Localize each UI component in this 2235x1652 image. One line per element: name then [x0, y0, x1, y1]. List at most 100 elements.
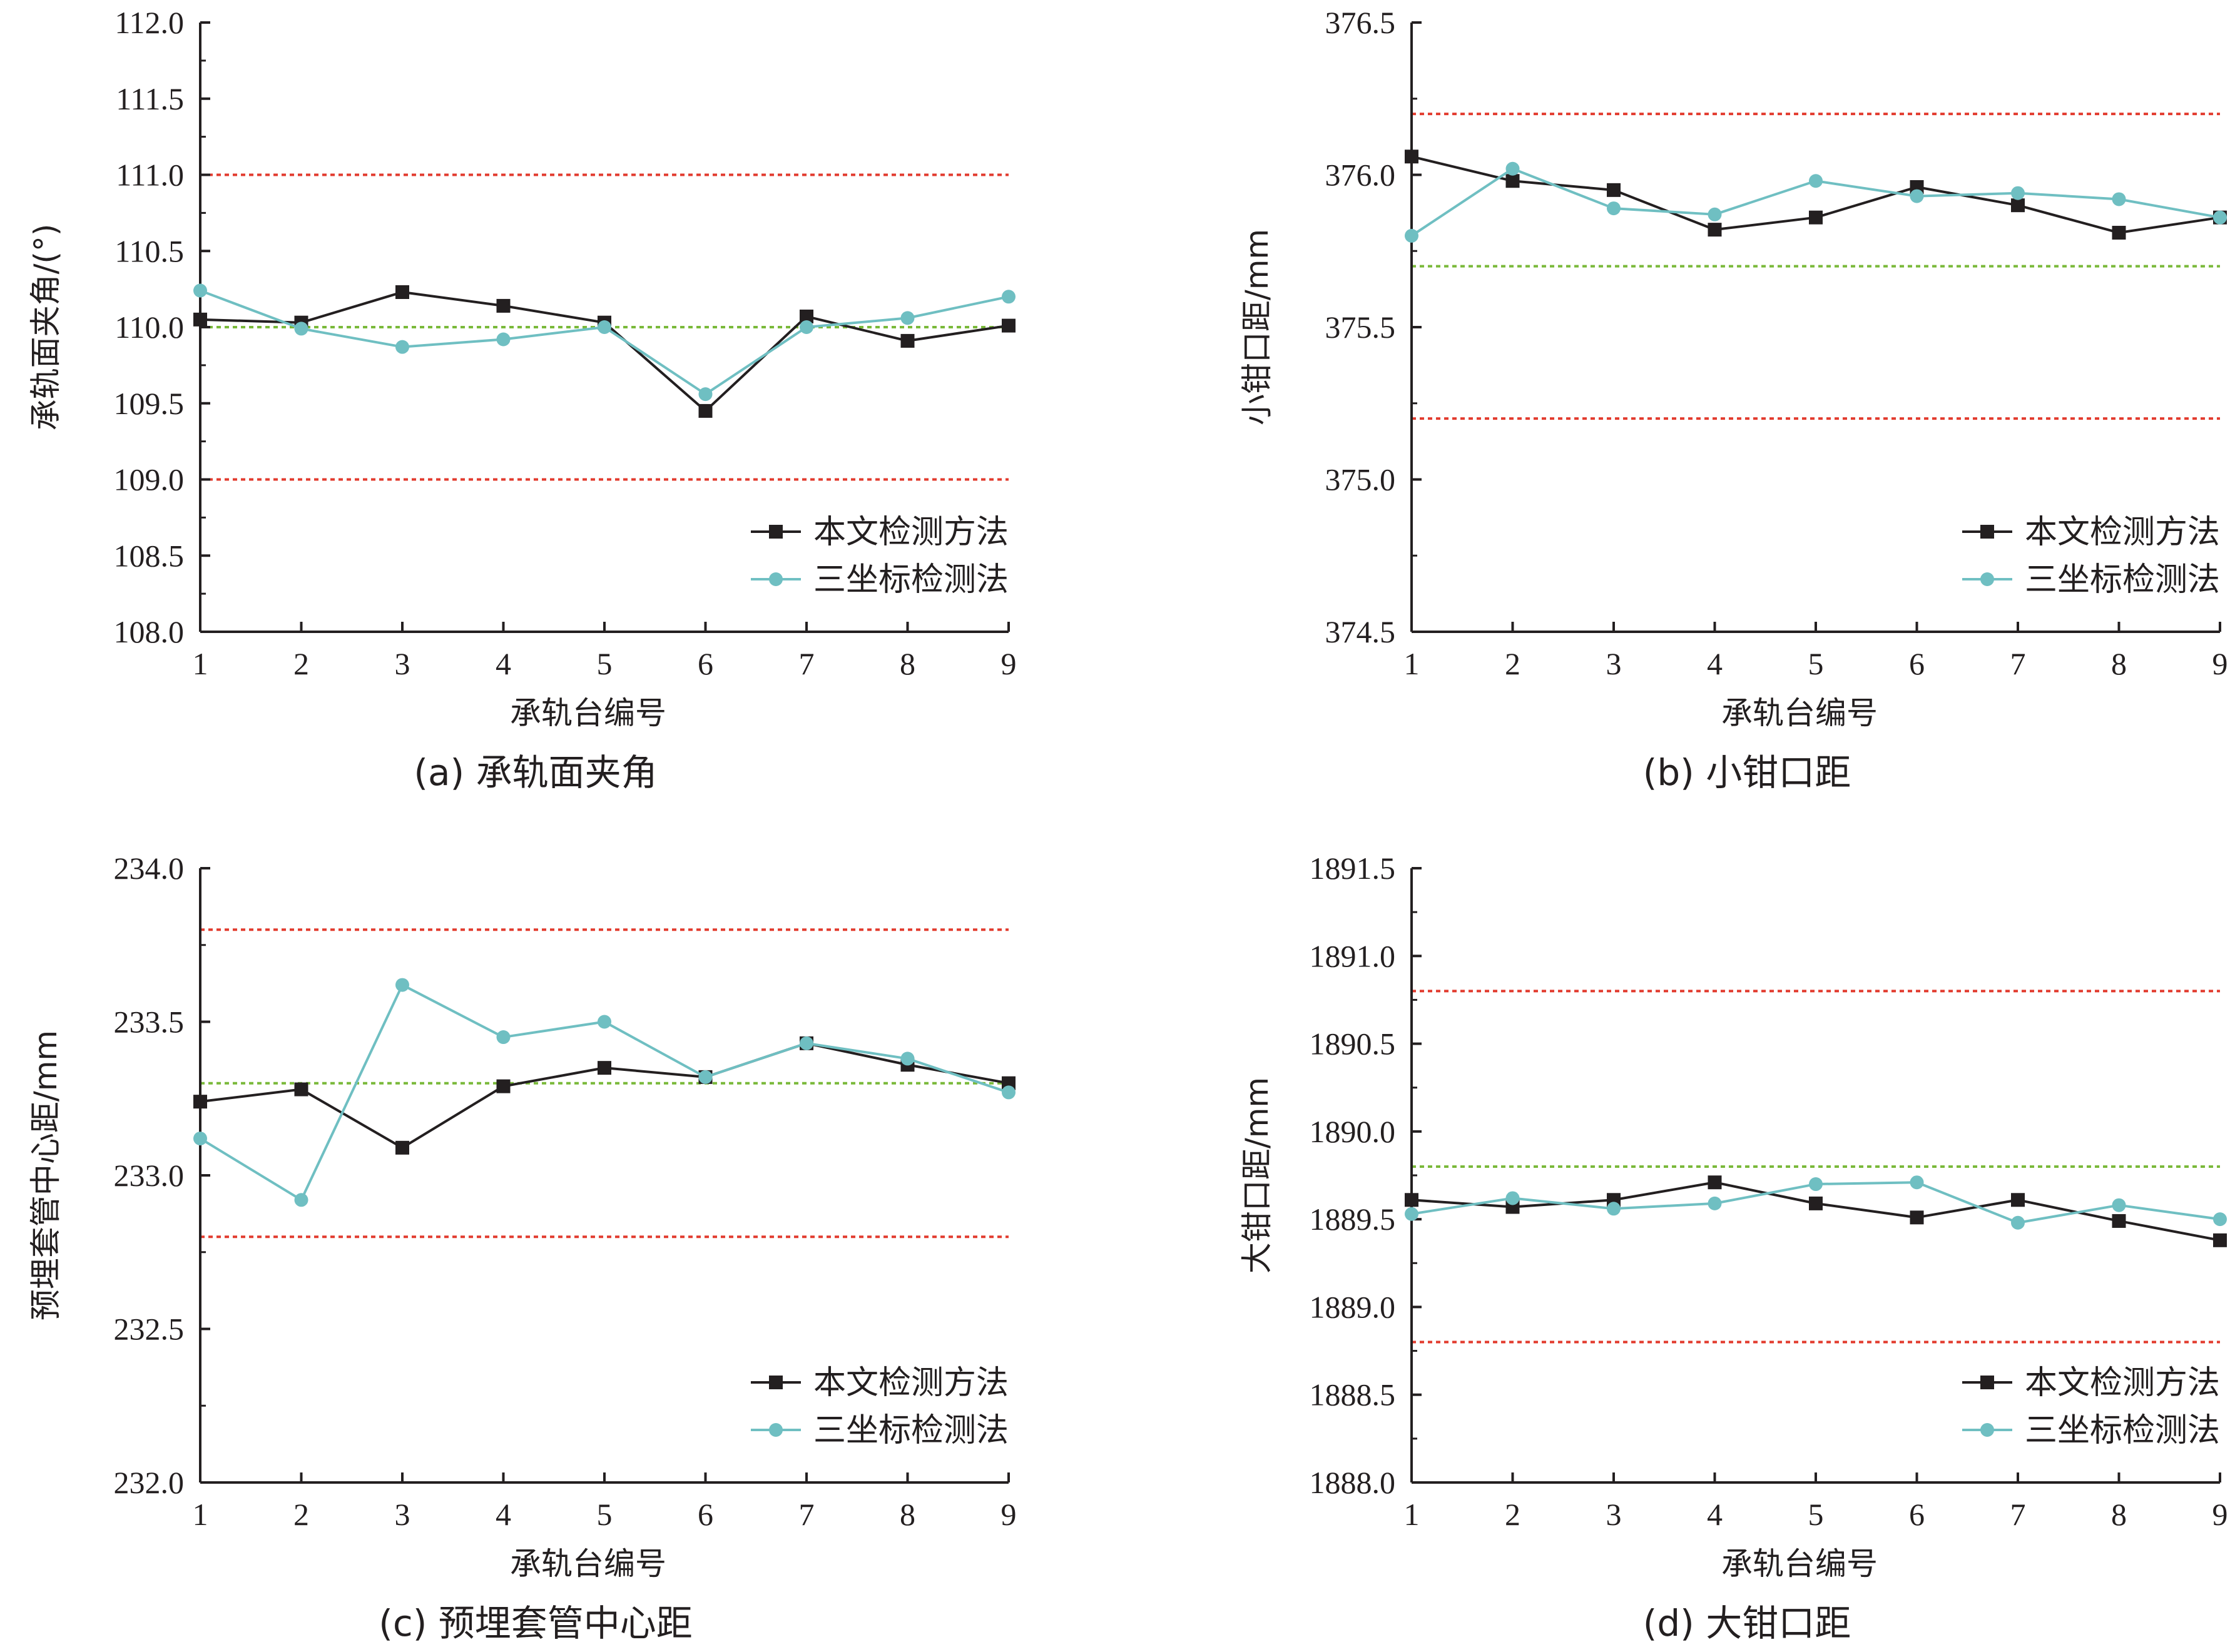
y-tick-label: 376.5 [1325, 5, 1396, 40]
legend-label: 本文检测方法 [813, 514, 1009, 551]
data-point-method [2112, 1214, 2126, 1228]
legend-marker-cmm [1980, 572, 1994, 586]
x-axis-label: 承轨台编号 [1721, 1546, 1878, 1582]
x-tick-label: 3 [395, 646, 410, 681]
chart-panel-d: 1888.01888.51889.01889.51890.01890.51891… [1239, 851, 2228, 1644]
y-tick-label: 375.5 [1325, 310, 1396, 345]
x-tick-label: 1 [1404, 646, 1420, 681]
data-point-cmm [800, 320, 813, 334]
y-tick-label: 1889.0 [1310, 1289, 1396, 1324]
data-point-cmm [1405, 1207, 1418, 1221]
x-tick-label: 6 [698, 646, 713, 681]
data-point-cmm [2213, 210, 2227, 225]
data-point-cmm [900, 1052, 915, 1066]
data-point-method [2011, 198, 2025, 213]
legend-marker-method [1980, 525, 1994, 539]
data-point-cmm [1002, 1085, 1016, 1100]
data-point-method [496, 1079, 511, 1093]
x-tick-label: 5 [597, 1497, 613, 1532]
x-tick-label: 2 [1505, 1497, 1520, 1532]
legend-marker-method [769, 525, 783, 539]
legend-label: 三坐标检测法 [813, 561, 1009, 599]
x-tick-label: 6 [1909, 1497, 1925, 1532]
x-tick-label: 7 [2010, 646, 2026, 681]
panel-caption: (b) 小钳口距 [1643, 751, 1851, 794]
data-point-cmm [1910, 1175, 1924, 1190]
x-tick-label: 8 [900, 1497, 915, 1532]
legend-label: 三坐标检测法 [2025, 561, 2220, 599]
data-point-cmm [598, 1015, 611, 1029]
data-point-cmm [395, 340, 409, 354]
data-point-method [395, 1140, 409, 1155]
data-point-method [395, 285, 409, 299]
x-axis-label: 承轨台编号 [510, 1546, 666, 1582]
data-point-method [1708, 1175, 1722, 1190]
legend-marker-cmm [769, 572, 783, 586]
y-tick-label: 109.0 [114, 462, 185, 497]
data-point-method [1607, 183, 1621, 197]
data-point-method [2112, 226, 2126, 240]
y-tick-label: 1890.0 [1310, 1114, 1396, 1149]
data-point-cmm [1505, 1191, 1520, 1205]
x-tick-label: 7 [2010, 1497, 2026, 1532]
x-tick-label: 3 [1606, 646, 1622, 681]
data-point-cmm [1708, 207, 1722, 221]
data-point-cmm [900, 311, 915, 325]
data-point-method [1002, 318, 1016, 333]
x-tick-label: 7 [799, 1497, 815, 1532]
data-point-method [1910, 1210, 1924, 1225]
data-point-cmm [698, 1070, 713, 1084]
x-tick-label: 3 [395, 1497, 410, 1532]
x-tick-label: 2 [1505, 646, 1520, 681]
data-point-cmm [1910, 189, 1924, 203]
data-point-cmm [598, 320, 611, 334]
x-tick-label: 5 [1808, 1497, 1824, 1532]
y-tick-label: 109.5 [114, 386, 185, 421]
y-tick-label: 111.0 [116, 158, 184, 193]
panel-caption: (c) 预埋套管中心距 [379, 1602, 693, 1644]
y-axis-label: 小钳口距/mm [1239, 229, 1275, 425]
y-tick-label: 111.5 [116, 81, 184, 116]
y-tick-label: 233.5 [114, 1005, 185, 1040]
y-axis-label: 承轨面夹角/(°) [28, 224, 64, 431]
y-tick-label: 232.0 [114, 1465, 185, 1500]
x-tick-label: 9 [2212, 1497, 2228, 1532]
y-tick-label: 374.5 [1325, 614, 1396, 649]
x-tick-label: 9 [1001, 1497, 1017, 1532]
data-point-method [800, 309, 813, 323]
x-tick-label: 8 [900, 646, 915, 681]
data-point-method [2213, 1233, 2227, 1247]
legend-label: 三坐标检测法 [2025, 1412, 2220, 1449]
y-tick-label: 1888.0 [1310, 1465, 1396, 1500]
x-tick-label: 4 [1707, 1497, 1723, 1532]
series-line-method [200, 1041, 1009, 1149]
y-tick-label: 110.5 [115, 233, 184, 268]
data-point-method [294, 1082, 308, 1097]
y-tick-label: 110.0 [115, 310, 184, 345]
panel-caption: (a) 承轨面夹角 [414, 751, 657, 794]
x-tick-label: 9 [1001, 646, 1017, 681]
y-tick-label: 1891.0 [1310, 938, 1396, 973]
data-point-cmm [1002, 290, 1016, 304]
data-point-cmm [800, 1036, 813, 1050]
x-axis-label: 承轨台编号 [510, 695, 666, 731]
data-point-cmm [193, 283, 207, 298]
chart-panel-b: 374.5 375.0 375.5 376.0 376.5 1 2 3 4 5 6 7 8 9 承轨台编号 小… [1239, 5, 2228, 794]
series-line-cmm [200, 289, 1009, 396]
data-point-method [1505, 174, 1520, 188]
data-point-cmm [294, 322, 308, 336]
y-tick-label: 233.0 [114, 1158, 185, 1193]
data-point-method [1809, 1196, 1823, 1210]
data-point-cmm [193, 1132, 207, 1146]
y-tick-label: 108.5 [114, 538, 185, 573]
x-tick-label: 5 [1808, 646, 1824, 681]
x-axis-label: 承轨台编号 [1721, 695, 1878, 731]
data-point-cmm [1809, 1177, 1823, 1192]
x-tick-label: 1 [1404, 1497, 1420, 1532]
data-point-cmm [698, 387, 713, 402]
x-tick-label: 2 [293, 1497, 309, 1532]
y-tick-label: 1890.5 [1310, 1026, 1396, 1062]
data-point-cmm [1809, 174, 1823, 188]
y-tick-label: 112.0 [115, 5, 184, 40]
